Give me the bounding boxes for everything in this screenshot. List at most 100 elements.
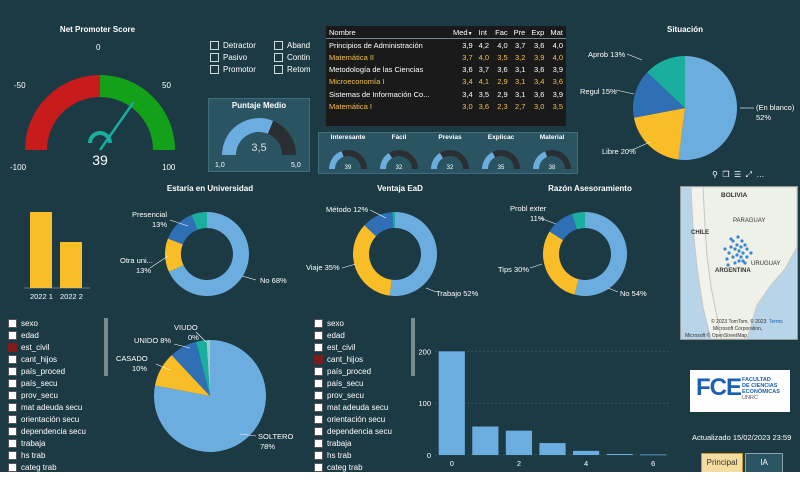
field-checkbox-item[interactable]: cant_hijos xyxy=(8,354,108,366)
ia-button[interactable]: IA xyxy=(745,453,783,472)
field-checkbox-item[interactable]: dependencia secu xyxy=(314,426,414,438)
cell-value: 3,4 xyxy=(462,89,473,99)
field-checkbox-item[interactable]: prov_secu xyxy=(8,390,108,402)
field-checkbox-item[interactable]: mat adeuda secu xyxy=(314,402,414,414)
table-row[interactable]: Metodología de las Ciencias 3,6 3,7 3,6 3,1 3… xyxy=(326,64,566,76)
table-row[interactable]: Microeconomía I 3,4 4,1 2,9 3,1 3,4 3,6 xyxy=(326,76,566,88)
field-checkbox-item[interactable]: mat adeuda secu xyxy=(8,402,108,414)
field-checkbox-item[interactable]: edad xyxy=(8,330,108,342)
map-point xyxy=(731,239,735,243)
table-row[interactable]: Matemática I 3,0 3,6 2,3 2,7 3,0 3,5 xyxy=(326,100,566,112)
map-point xyxy=(741,251,745,255)
field-checkbox-item[interactable]: orientación secu xyxy=(8,414,108,426)
legend-detractor[interactable]: Detractor xyxy=(210,40,256,52)
legend-contin[interactable]: Contin xyxy=(274,52,310,64)
filter-icon[interactable]: ☰ xyxy=(733,170,742,179)
map-point xyxy=(733,261,737,265)
principal-button[interactable]: Principal xyxy=(701,453,743,472)
map-chile: CHILE xyxy=(691,230,709,236)
field-label: mat adeuda secu xyxy=(327,403,389,412)
table-row[interactable]: Matemática II 3,7 4,0 3,5 3,2 3,9 4,0 xyxy=(326,51,566,63)
mini-gauge: Previas 32 xyxy=(425,134,475,172)
col-fac[interactable]: Fac xyxy=(492,26,511,40)
ven-slice-other xyxy=(392,212,395,229)
field-checkbox-item[interactable]: categ trab xyxy=(314,462,414,472)
mini-gauge-fill xyxy=(329,151,344,170)
pin-icon[interactable]: ⚲ xyxy=(712,170,718,179)
field-checkbox-item[interactable]: prov_secu xyxy=(314,390,414,402)
nps-needle xyxy=(98,101,135,151)
field-label: país_proced xyxy=(21,367,66,376)
civ-slice-unido xyxy=(171,341,210,396)
checkbox-icon xyxy=(314,367,323,377)
nps-title: Net Promoter Score xyxy=(59,25,136,34)
checkbox-icon xyxy=(8,343,17,353)
field-checkbox-item[interactable]: país_secu xyxy=(314,378,414,390)
field-label: cant_hijos xyxy=(21,355,58,364)
col-pre[interactable]: Pre xyxy=(510,26,529,40)
cell-value: 3,1 xyxy=(514,77,526,87)
table-row[interactable]: Sistemas de Información Co... 3,4 3,5 2,9 3,… xyxy=(326,88,566,100)
map-point xyxy=(726,263,730,267)
checkbox-icon xyxy=(8,439,17,449)
field-list-left-scrollbar[interactable] xyxy=(104,318,108,376)
nps-max: 100 xyxy=(162,163,176,172)
legend-pasivo[interactable]: Pasivo xyxy=(210,52,247,64)
civ-label-viudo-pct: 0% xyxy=(188,333,199,342)
col-mat[interactable]: Mat xyxy=(547,26,566,40)
checkbox-icon xyxy=(210,65,219,75)
x-tick-label: 6 xyxy=(651,459,655,468)
field-checkbox-item[interactable]: est_civil xyxy=(8,342,108,354)
est-slice-no xyxy=(168,212,249,296)
field-list-right-scrollbar[interactable] xyxy=(411,318,415,376)
field-checkbox-item[interactable]: hs trab xyxy=(8,450,108,462)
legend-retom[interactable]: Retom xyxy=(274,64,311,76)
checkbox-icon xyxy=(8,391,17,401)
field-checkbox-item[interactable]: sexo xyxy=(314,318,414,330)
copy-icon[interactable]: ❐ xyxy=(722,170,730,179)
focus-icon[interactable]: ⤢ xyxy=(745,170,752,179)
field-checkbox-item[interactable]: trabaja xyxy=(8,438,108,450)
sit-label-aprob: Aprob 13% xyxy=(588,50,625,59)
field-checkbox-item[interactable]: sexo xyxy=(8,318,108,330)
map-point xyxy=(723,247,727,251)
field-label: est_civil xyxy=(21,343,50,352)
col-exp[interactable]: Exp xyxy=(528,26,548,40)
cell-nombre: Matemática II xyxy=(329,52,375,62)
field-checkbox-item[interactable]: trabaja xyxy=(314,438,414,450)
est-label-presencial: Presencial xyxy=(132,210,167,219)
field-label: hs trab xyxy=(21,451,46,460)
cell-value: 3,9 xyxy=(552,65,563,75)
more-icon[interactable]: … xyxy=(756,170,765,179)
field-checkbox-item[interactable]: país_secu xyxy=(8,378,108,390)
mini-gauge-arc: 32 xyxy=(431,150,469,171)
legend-aband[interactable]: Aband xyxy=(274,40,310,52)
raz-label-probl: Probl exter xyxy=(510,204,547,213)
ven-slice-viaje xyxy=(353,225,392,296)
map-point xyxy=(743,261,747,265)
field-checkbox-item[interactable]: orientación secu xyxy=(314,414,414,426)
cell-value: 3,6 xyxy=(497,65,508,75)
field-checkbox-item[interactable]: dependencia secu xyxy=(8,426,108,438)
table-row[interactable]: Principios de Administración 3,9 4,2 4,0 3,7… xyxy=(326,39,566,52)
cell-nombre: Microeconomía I xyxy=(329,77,385,87)
map-point xyxy=(725,257,729,261)
estaria-bar-2022-1 xyxy=(30,212,52,288)
field-checkbox-item[interactable]: est_civil xyxy=(314,342,414,354)
map[interactable]: BOLIVIA PARAGUAY CHILE URUGUAY ARGENTINA… xyxy=(680,186,798,340)
cell-nombre: Sistemas de Información Co... xyxy=(329,89,430,99)
field-checkbox-item[interactable]: país_proced xyxy=(8,366,108,378)
field-checkbox-item[interactable]: edad xyxy=(314,330,414,342)
col-int[interactable]: Int xyxy=(475,26,493,40)
legend-promotor[interactable]: Promotor xyxy=(210,64,256,76)
field-checkbox-item[interactable]: cant_hijos xyxy=(314,354,414,366)
nps-promotor-arc xyxy=(99,75,175,151)
field-checkbox-item[interactable]: país_proced xyxy=(314,366,414,378)
field-checkbox-item[interactable]: categ trab xyxy=(8,462,108,472)
cell-value: 3,9 xyxy=(462,40,473,50)
est-label-otra-pct: 13% xyxy=(136,266,151,275)
cell-value: 3,4 xyxy=(462,77,473,87)
field-checkbox-item[interactable]: hs trab xyxy=(314,450,414,462)
col-med[interactable]: Med▼ xyxy=(450,26,476,40)
col-nombre[interactable]: Nombre xyxy=(326,26,450,40)
